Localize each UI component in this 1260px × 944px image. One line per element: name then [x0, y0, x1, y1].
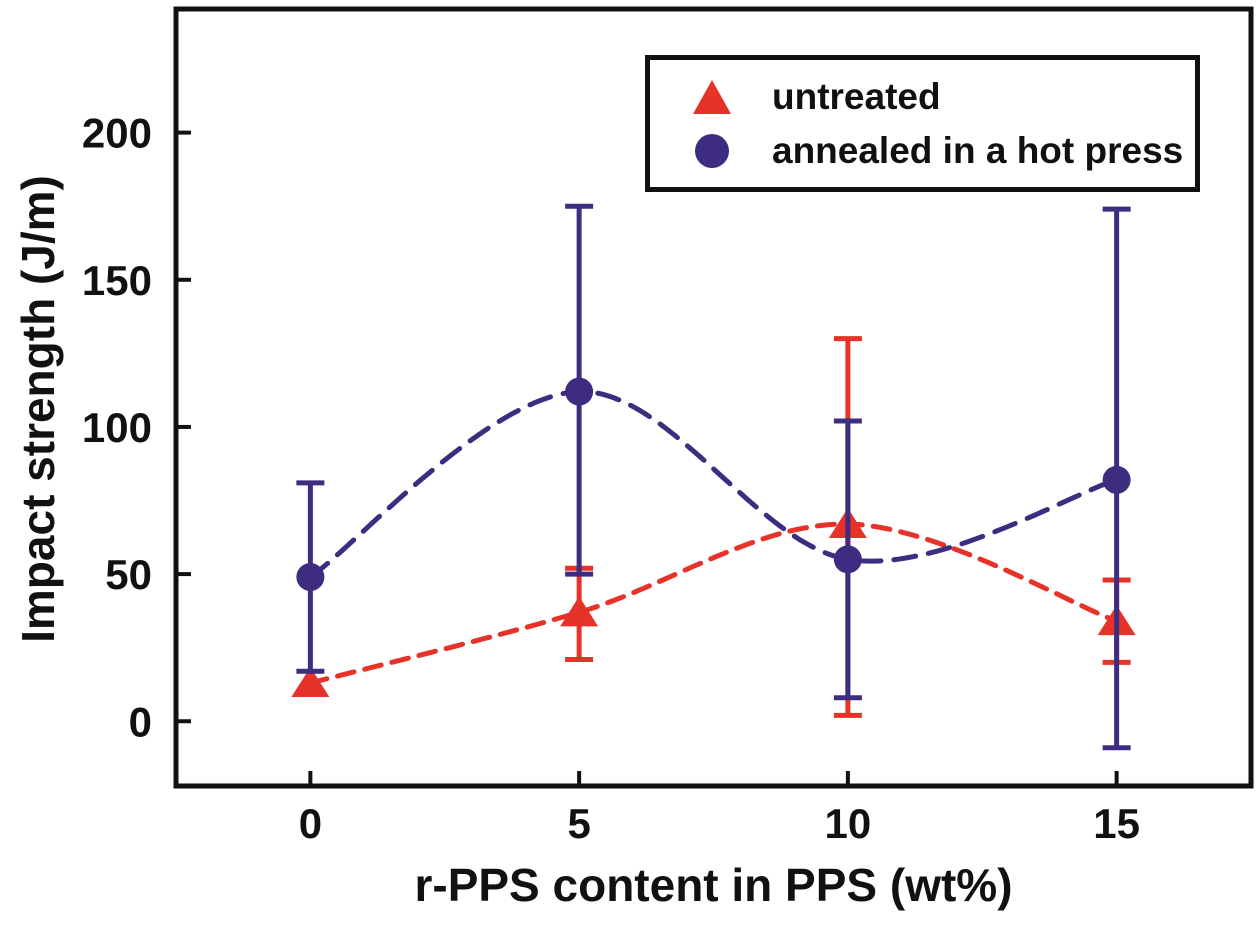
- x-tick-label: 5: [567, 800, 590, 847]
- x-tick-label: 10: [825, 800, 872, 847]
- series-curve-1: [307, 389, 1120, 580]
- y-axis-title: Impact strength (J/m): [12, 175, 64, 643]
- y-tick-label: 200: [82, 110, 152, 157]
- circle-marker-icon: [682, 131, 742, 171]
- y-tick-label: 150: [82, 257, 152, 304]
- x-tick-label: 15: [1093, 800, 1140, 847]
- x-axis-title: r-PPS content in PPS (wt%): [414, 859, 1013, 911]
- x-tick-label: 0: [299, 800, 322, 847]
- legend: untreated annealed in a hot press: [645, 55, 1200, 192]
- legend-item: untreated: [650, 74, 1195, 120]
- circle-marker: [565, 377, 594, 406]
- y-tick-label: 100: [82, 404, 152, 451]
- circle-marker: [833, 545, 862, 574]
- plot-border: [173, 6, 1254, 789]
- legend-item-label: annealed in a hot press: [772, 129, 1184, 171]
- y-tick-label: 0: [129, 698, 152, 745]
- legend-item-label: untreated: [772, 75, 941, 117]
- y-tick-label: 50: [105, 551, 152, 598]
- circle-marker: [1102, 465, 1131, 494]
- triangle-marker: [560, 596, 599, 627]
- triangle-marker-icon: [682, 78, 742, 116]
- triangle-marker: [291, 666, 330, 697]
- legend-item: annealed in a hot press: [650, 128, 1195, 174]
- circle-marker: [296, 563, 325, 592]
- series-curve-0: [307, 521, 1120, 686]
